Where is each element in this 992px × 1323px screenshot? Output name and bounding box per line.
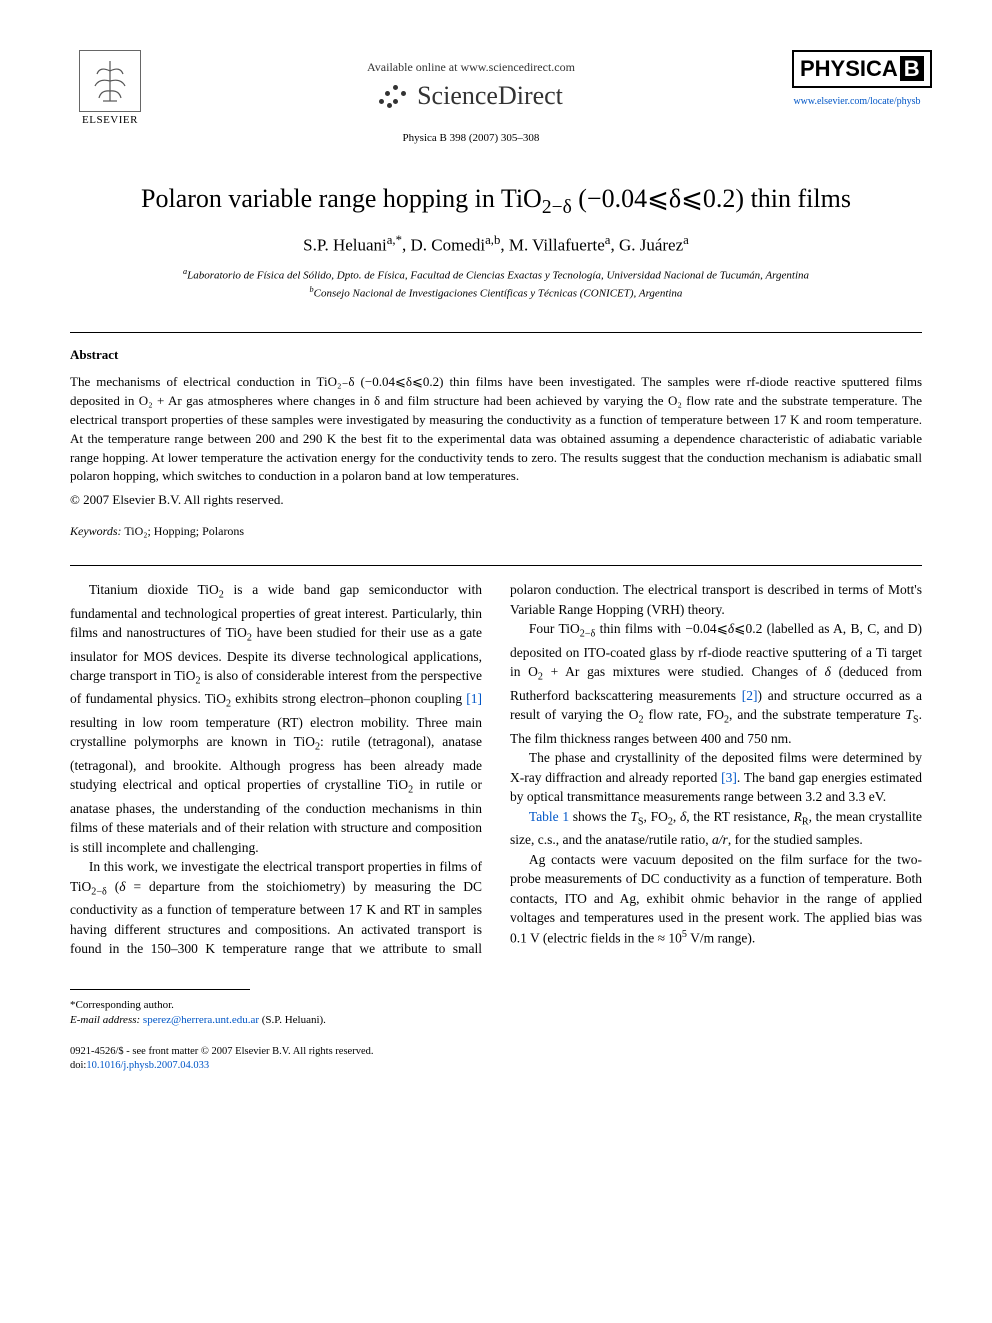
affiliation-b: Consejo Nacional de Investigaciones Cien… <box>314 288 683 300</box>
ref-3-link[interactable]: [3] <box>721 770 737 785</box>
center-header: Available online at www.sciencedirect.co… <box>150 50 792 144</box>
para-1: Titanium dioxide TiO2 is a wide band gap… <box>70 580 482 857</box>
keywords-label: Keywords: <box>70 524 122 538</box>
keywords-text: TiO₂; Hopping; Polarons <box>122 524 245 538</box>
abstract-label: Abstract <box>70 347 922 363</box>
citation-line: Physica B 398 (2007) 305–308 <box>150 132 792 144</box>
email-address[interactable]: sperez@herrera.unt.edu.ar <box>143 1014 259 1026</box>
journal-name: PHYSICA <box>800 56 898 81</box>
affiliations: aLaboratorio de Física del Sólido, Dpto.… <box>70 266 922 302</box>
sciencedirect-text: ScienceDirect <box>417 81 563 111</box>
para-5: Table 1 shows the TS, FO2, δ, the RT res… <box>510 807 922 850</box>
title-pre: Polaron variable range hopping in TiO <box>141 184 542 213</box>
title-mid: (−0.04⩽δ⩽0.2) thin films <box>572 184 851 213</box>
footnotes: *Corresponding author. E-mail address: s… <box>70 998 922 1029</box>
journal-letter: B <box>900 56 924 81</box>
authors-line: S.P. Heluania,*, D. Comedia,b, M. Villaf… <box>70 233 922 256</box>
keywords-line: Keywords: TiO₂; Hopping; Polarons <box>70 524 922 539</box>
title-sub: 2−δ <box>542 197 572 218</box>
email-attribution: (S.P. Heluani). <box>262 1014 326 1026</box>
doi-label: doi: <box>70 1060 86 1071</box>
sciencedirect-logo: ScienceDirect <box>379 81 563 111</box>
email-label: E-mail address: <box>70 1014 140 1026</box>
journal-logo-box: PHYSICAB <box>792 50 932 88</box>
affiliation-a: Laboratorio de Física del Sólido, Dpto. … <box>187 270 809 282</box>
elsevier-tree-icon <box>79 50 141 112</box>
footnote-rule <box>70 989 250 990</box>
rule-below-keywords <box>70 565 922 566</box>
bottom-metadata: 0921-4526/$ - see front matter © 2007 El… <box>70 1045 922 1074</box>
publisher-logo: ELSEVIER <box>70 50 150 126</box>
publisher-name: ELSEVIER <box>70 114 150 126</box>
article-title: Polaron variable range hopping in TiO2−δ… <box>70 184 922 219</box>
ref-1-link[interactable]: [1] <box>466 691 482 706</box>
para-6: Ag contacts were vacuum deposited on the… <box>510 850 922 948</box>
email-line: E-mail address: sperez@herrera.unt.edu.a… <box>70 1013 922 1028</box>
sciencedirect-dots-icon <box>379 83 409 109</box>
page-container: ELSEVIER Available online at www.science… <box>0 0 992 1114</box>
abstract-text: The mechanisms of electrical conduction … <box>70 373 922 486</box>
doi-value[interactable]: 10.1016/j.physb.2007.04.033 <box>86 1060 209 1071</box>
available-online-text: Available online at www.sciencedirect.co… <box>150 60 792 75</box>
rule-above-abstract <box>70 332 922 333</box>
ref-2-link[interactable]: [2] <box>742 688 758 703</box>
issn-line: 0921-4526/$ - see front matter © 2007 El… <box>70 1045 922 1060</box>
journal-logo-block: PHYSICAB www.elsevier.com/locate/physb <box>792 50 922 107</box>
corresponding-author: *Corresponding author. <box>70 998 922 1013</box>
para-3: Four TiO2−δ thin films with −0.04⩽δ⩽0.2 … <box>510 619 922 748</box>
para-4: The phase and crystallinity of the depos… <box>510 748 922 807</box>
doi-line: doi:10.1016/j.physb.2007.04.033 <box>70 1059 922 1074</box>
body-text: Titanium dioxide TiO2 is a wide band gap… <box>70 580 922 959</box>
journal-url[interactable]: www.elsevier.com/locate/physb <box>792 96 922 107</box>
table-1-link[interactable]: Table 1 <box>529 809 569 824</box>
abstract-copyright: © 2007 Elsevier B.V. All rights reserved… <box>70 492 922 508</box>
header-row: ELSEVIER Available online at www.science… <box>70 50 922 144</box>
